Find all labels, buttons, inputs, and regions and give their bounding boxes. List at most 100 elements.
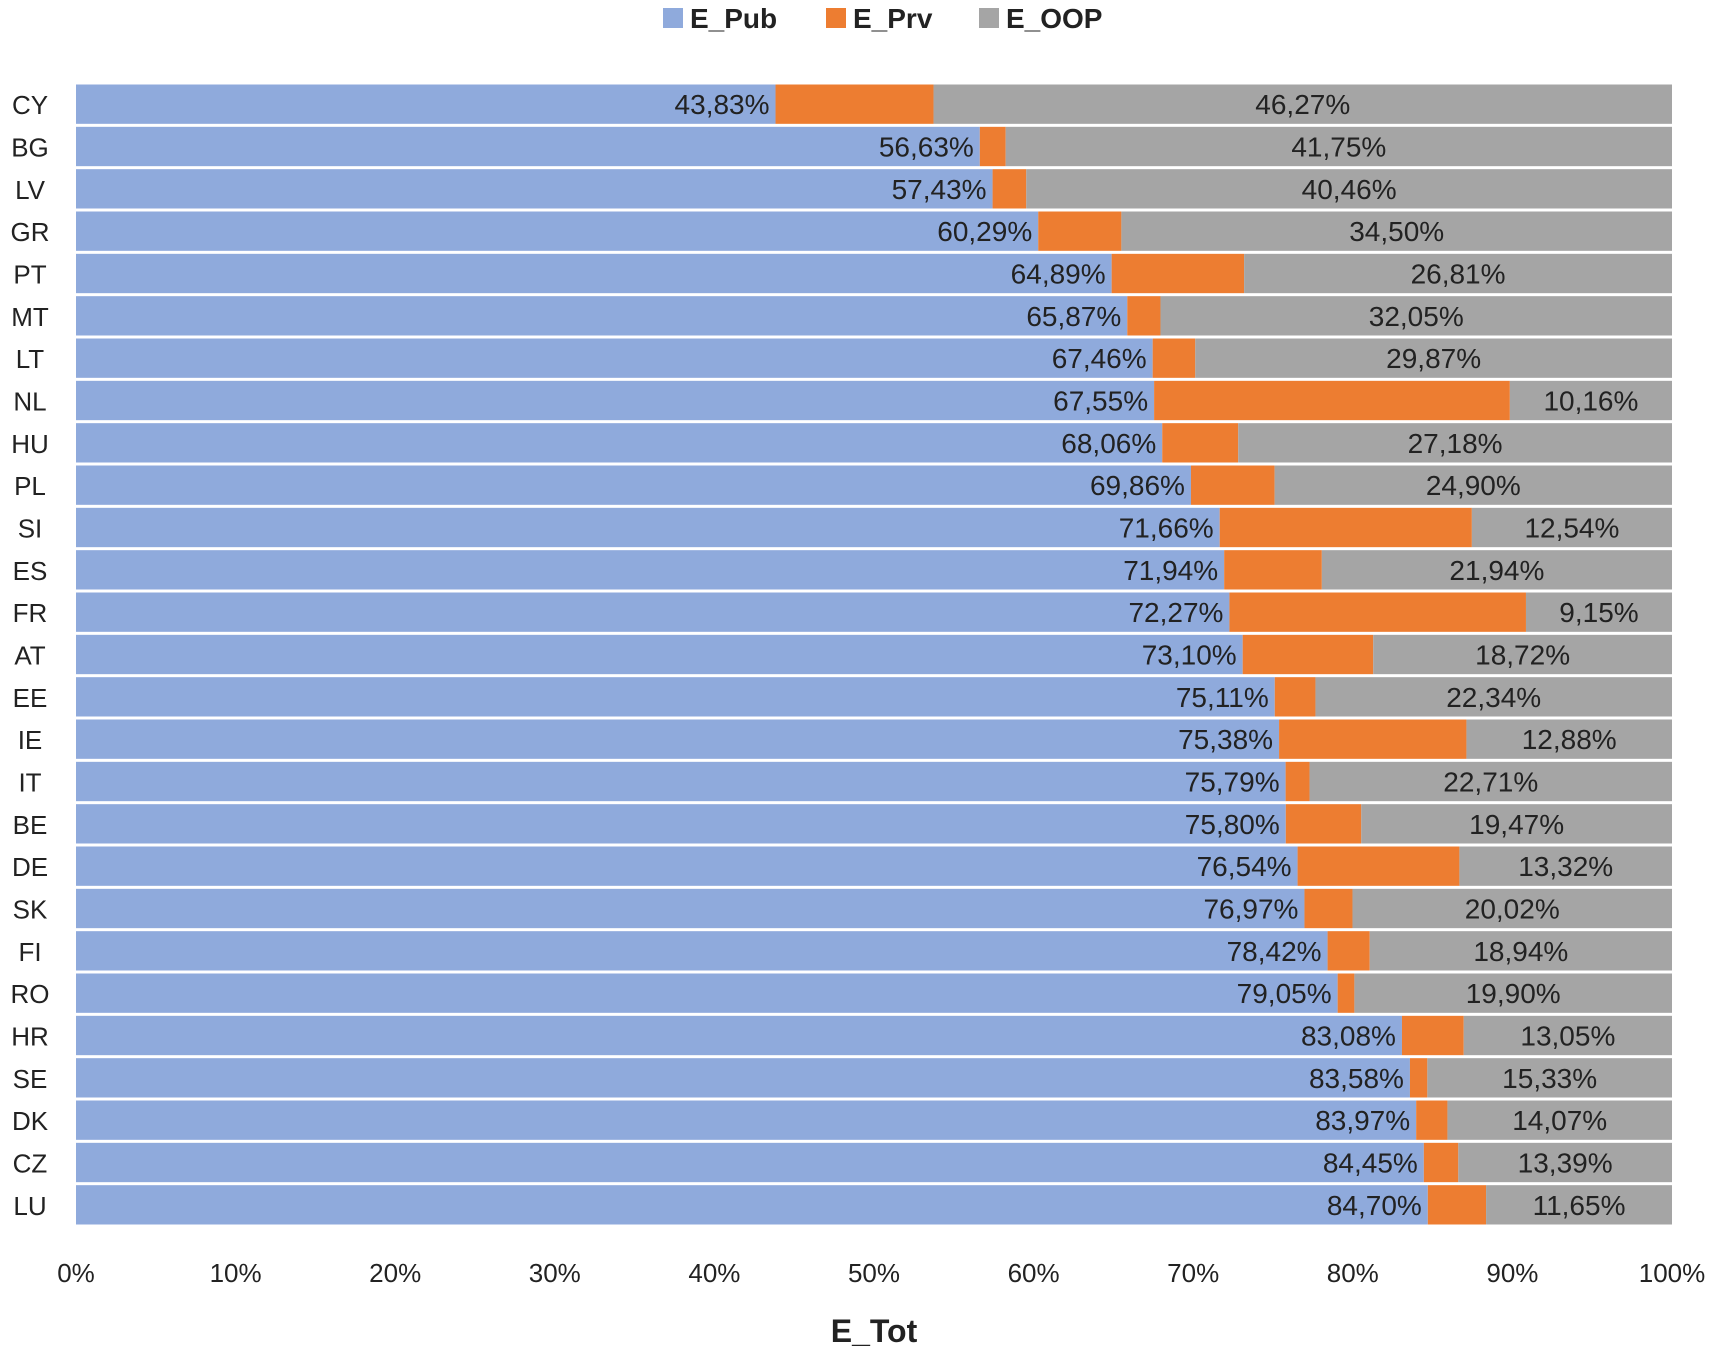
category-label-lt: LT (16, 344, 45, 374)
x-tick-label-100: 100% (1639, 1258, 1706, 1288)
bar-e-oop-gr (1121, 211, 1672, 251)
data-label-e-oop-hr: 13,05% (1520, 1021, 1615, 1052)
bar-e-prv-dk (1416, 1100, 1448, 1140)
data-label-e-oop-gr: 34,50% (1349, 216, 1444, 247)
bar-e-oop-lu (1486, 1185, 1672, 1225)
bar-e-oop-hr (1463, 1015, 1672, 1056)
bar-e-pub-ee (76, 677, 1275, 717)
category-label-cz: CZ (13, 1149, 48, 1179)
bar-e-prv-ro (1337, 973, 1355, 1013)
legend-swatch-e-prv (826, 8, 846, 28)
category-label-it: IT (18, 768, 41, 798)
plot-area: 43,83% 46,27% 56,63% 41,75% 57,43% 40,46% 60,2… (76, 84, 1672, 1225)
data-label-e-oop-lu: 11,65% (1533, 1190, 1626, 1221)
data-label-e-oop-sk: 20,02% (1465, 894, 1560, 925)
category-axis: CY BG LV GR PT MT LT NL HU PL SI ES FR AT EE IE IT BE DE SK… (11, 90, 50, 1221)
data-label-e-oop-fi: 18,94% (1473, 936, 1568, 967)
bar-e-pub-lu (76, 1185, 1428, 1225)
data-label-e-oop-de: 13,32% (1518, 851, 1613, 882)
bar-e-oop-ie (1466, 719, 1672, 759)
x-tick-label-0: 0% (57, 1258, 95, 1288)
legend-swatch-e-oop (979, 8, 999, 28)
bar-e-pub-dk (76, 1100, 1417, 1140)
data-label-e-oop-ee: 22,34% (1446, 682, 1541, 713)
data-label-e-oop-se: 15,33% (1502, 1063, 1597, 1094)
bar-e-pub-lv (76, 169, 993, 209)
bar-e-prv-ee (1274, 677, 1316, 717)
bar-e-prv-it (1285, 761, 1310, 802)
bar-e-prv-se (1409, 1058, 1428, 1098)
legend: E_Pub E_Prv E_OOP (663, 3, 1102, 34)
data-label-e-pub-lu: 84,70% (1327, 1190, 1422, 1221)
bar-e-prv-cz (1423, 1142, 1459, 1183)
data-label-e-pub-si: 71,66% (1119, 513, 1214, 544)
bar-e-pub-it (76, 761, 1286, 802)
bar-e-oop-mt (1160, 296, 1672, 336)
bar-e-prv-cy (775, 84, 934, 124)
bar-e-pub-ie (76, 719, 1280, 759)
category-label-de: DE (12, 852, 48, 882)
bar-e-prv-lv (992, 169, 1027, 209)
x-tick-label-90: 90% (1486, 1258, 1538, 1288)
data-label-e-oop-hu: 27,18% (1408, 428, 1503, 459)
data-label-e-pub-lt: 67,46% (1052, 343, 1147, 374)
x-tick-label-80: 80% (1327, 1258, 1379, 1288)
data-label-e-oop-si: 12,54% (1524, 513, 1619, 544)
data-label-e-oop-nl: 10,16% (1543, 386, 1638, 417)
data-label-e-oop-ie: 12,88% (1522, 724, 1617, 755)
data-label-e-oop-es: 21,94% (1449, 555, 1544, 586)
bar-e-oop-nl (1509, 380, 1672, 421)
bar-e-prv-lt (1152, 338, 1196, 378)
bar-e-pub-es (76, 550, 1225, 590)
bar-e-prv-bg (979, 126, 1006, 167)
bar-e-pub-mt (76, 296, 1128, 336)
data-label-e-pub-se: 83,58% (1309, 1063, 1404, 1094)
bar-e-oop-pt (1244, 253, 1672, 294)
bar-e-pub-se (76, 1058, 1410, 1098)
data-label-e-oop-dk: 14,07% (1512, 1105, 1607, 1136)
bar-e-prv-lu (1427, 1185, 1487, 1225)
data-label-e-pub-fr: 72,27% (1128, 597, 1223, 628)
data-label-e-oop-bg: 41,75% (1291, 132, 1386, 163)
bar-e-pub-pl (76, 465, 1191, 505)
bar-e-prv-ie (1279, 719, 1467, 759)
data-label-e-pub-sk: 76,97% (1203, 894, 1298, 925)
legend-label-e-prv: E_Prv (853, 3, 933, 34)
bar-e-pub-at (76, 634, 1243, 675)
bar-e-prv-sk (1304, 888, 1353, 929)
category-label-gr: GR (11, 217, 50, 247)
data-label-e-pub-es: 71,94% (1123, 555, 1218, 586)
bar-e-pub-hu (76, 423, 1163, 463)
category-label-pl: PL (14, 471, 46, 501)
category-label-es: ES (13, 556, 48, 586)
bar-e-prv-nl (1154, 380, 1510, 421)
data-label-e-pub-ro: 79,05% (1237, 978, 1332, 1009)
x-axis-title: E_Tot (831, 1313, 918, 1349)
category-label-ro: RO (11, 979, 50, 1009)
category-label-lu: LU (13, 1191, 46, 1221)
bar-e-prv-pl (1190, 465, 1275, 505)
x-tick-label-70: 70% (1167, 1258, 1219, 1288)
bar-e-oop-bg (1005, 126, 1672, 167)
bar-e-oop-es (1321, 550, 1672, 590)
legend-label-e-pub: E_Pub (690, 3, 777, 34)
legend-label-e-oop: E_OOP (1006, 3, 1102, 34)
bar-e-oop-ro (1354, 973, 1672, 1013)
bar-e-prv-hr (1401, 1015, 1464, 1056)
data-label-e-oop-pl: 24,90% (1426, 470, 1521, 501)
data-label-e-pub-hr: 83,08% (1301, 1021, 1396, 1052)
category-label-hr: HR (11, 1022, 49, 1052)
bar-e-pub-cz (76, 1142, 1424, 1183)
bar-e-prv-be (1285, 804, 1362, 844)
category-label-ee: EE (13, 683, 48, 713)
x-tick-label-30: 30% (529, 1258, 581, 1288)
data-label-e-pub-be: 75,80% (1185, 809, 1280, 840)
bar-e-oop-cy (933, 84, 1672, 124)
data-label-e-pub-cy: 43,83% (675, 89, 770, 120)
bar-e-oop-it (1309, 761, 1672, 802)
bar-e-oop-at (1373, 634, 1672, 675)
bar-e-pub-hr (76, 1015, 1402, 1056)
category-label-fr: FR (13, 598, 48, 628)
data-label-e-oop-cy: 46,27% (1255, 89, 1350, 120)
